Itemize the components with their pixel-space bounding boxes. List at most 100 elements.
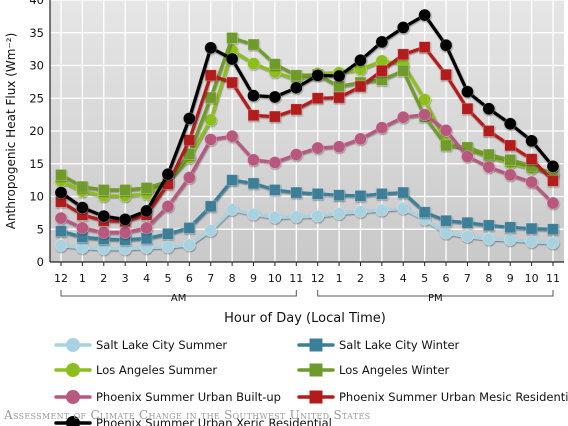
legend-item: Phoenix Summer Urban Built-up: [54, 390, 281, 404]
legend-swatch-marker: [309, 390, 323, 404]
data-point: [354, 205, 367, 218]
data-point: [311, 209, 324, 223]
series-4: [54, 108, 560, 239]
period-bracket: [317, 290, 554, 297]
x-tick-label: 2: [100, 272, 107, 285]
legend-item: Salt Lake City Winter: [297, 338, 460, 352]
data-point: [119, 184, 131, 196]
data-point: [55, 225, 67, 238]
data-point: [546, 160, 560, 173]
data-point: [439, 124, 453, 137]
x-tick-label: 1: [336, 272, 343, 285]
data-point: [226, 76, 238, 89]
data-point: [418, 93, 431, 106]
series-lines: [54, 8, 560, 256]
data-point: [97, 184, 110, 196]
y-tick-label: 40: [29, 0, 44, 7]
data-point: [396, 21, 410, 34]
legend-swatch-marker: [309, 338, 323, 352]
data-point: [118, 226, 132, 239]
y-tick-label: 5: [37, 222, 44, 236]
data-point: [204, 41, 218, 55]
data-point: [76, 241, 89, 254]
data-point: [269, 58, 281, 70]
data-point: [269, 184, 281, 196]
x-tick-label: 7: [207, 272, 214, 285]
data-point: [225, 129, 239, 143]
data-point: [483, 219, 495, 232]
data-point: [482, 232, 496, 246]
x-axis-label: Hour of Day (Local Time): [224, 311, 386, 326]
x-tick-label: 9: [507, 272, 514, 285]
x-tick-label: 4: [143, 272, 150, 285]
data-point: [332, 140, 346, 154]
data-point: [376, 188, 388, 200]
y-tick-label: 15: [29, 157, 44, 171]
data-point: [547, 174, 559, 187]
data-point: [525, 153, 538, 165]
data-point: [418, 41, 431, 53]
data-point: [311, 69, 324, 82]
series-1: [55, 174, 559, 246]
legend-swatch-marker: [309, 363, 323, 377]
legend-item: Salt Lake City Summer: [54, 338, 227, 352]
data-point: [440, 139, 452, 152]
data-point: [483, 148, 495, 161]
x-tick-label: 10: [268, 272, 282, 285]
data-point: [183, 222, 196, 234]
x-tick-label: 8: [485, 272, 492, 285]
data-point: [483, 125, 495, 137]
x-tick-label: 12: [311, 272, 325, 285]
legend-item: Phoenix Summer Urban Xeric Residential: [54, 416, 332, 426]
x-tick-label: 12: [54, 272, 68, 285]
legend-label: Salt Lake City Winter: [339, 338, 460, 352]
data-point: [161, 240, 175, 254]
data-point: [311, 188, 324, 200]
data-point: [290, 148, 303, 161]
y-axis-label: Anthropogenic Heat Flux (Wm⁻²): [4, 33, 18, 230]
data-point: [354, 190, 367, 202]
data-point: [482, 102, 496, 116]
data-point: [140, 221, 153, 235]
data-point: [204, 200, 217, 213]
data-point: [55, 169, 67, 181]
data-point: [161, 167, 175, 181]
data-point: [140, 204, 153, 218]
data-point: [268, 90, 282, 104]
data-point: [226, 32, 238, 44]
data-point: [375, 35, 389, 49]
data-point: [204, 113, 218, 127]
series-6: [54, 8, 560, 226]
data-point: [504, 221, 517, 234]
x-tick-label: 5: [164, 272, 171, 285]
data-point: [247, 38, 260, 51]
data-point: [546, 196, 560, 210]
data-point: [396, 110, 410, 124]
x-tick-label: 6: [443, 272, 450, 285]
legend-label: Phoenix Summer Urban Mesic Residential: [339, 390, 568, 404]
legend-label: Salt Lake City Summer: [96, 338, 227, 352]
data-point: [440, 214, 452, 227]
data-point: [247, 207, 260, 221]
data-point: [183, 112, 196, 125]
data-point: [183, 171, 196, 184]
data-point: [525, 222, 538, 235]
x-tick-label: 6: [186, 272, 193, 285]
data-point: [247, 109, 260, 122]
data-point: [140, 182, 153, 194]
data-point: [375, 203, 389, 217]
data-point: [183, 238, 196, 252]
data-point: [547, 223, 559, 236]
data-point: [333, 91, 345, 104]
data-point: [225, 203, 239, 216]
x-tick-label: 3: [378, 272, 385, 285]
data-point: [204, 224, 218, 237]
period-label: PM: [428, 293, 443, 304]
data-point: [226, 174, 238, 186]
data-point: [332, 69, 346, 83]
data-point: [76, 201, 89, 214]
data-point: [397, 48, 410, 61]
data-point: [332, 207, 346, 220]
data-point: [354, 132, 367, 146]
data-point: [140, 232, 153, 245]
